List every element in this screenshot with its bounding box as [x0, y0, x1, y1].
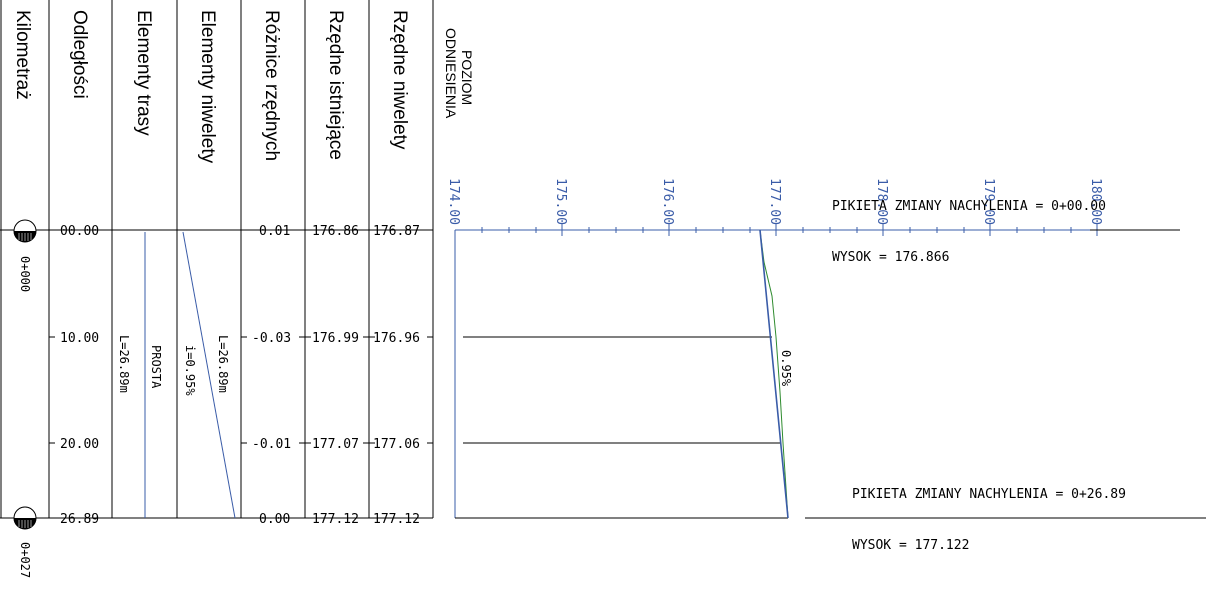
roznice-1: -0.03: [252, 331, 291, 346]
odl-2: 20.00: [60, 437, 99, 452]
table-headers: Kilometraż Odległości Elementy trasy Ele…: [12, 10, 410, 164]
annotation-bottom-title: PIKIETA ZMIANY NACHYLENIA = 0+26.89: [852, 487, 1126, 502]
odl-0: 00.00: [60, 224, 99, 239]
existing-terrain-line: [759, 229, 789, 519]
istn-0: 176.86: [312, 224, 359, 239]
niwelety-length: L=26.89m: [216, 335, 230, 393]
station-lines: [455, 336, 788, 519]
km-label-27: 0+027: [18, 542, 32, 578]
km-marker-0: 0+000: [13, 219, 37, 292]
scale-labels: 174.00 175.00 176.00 177.00 178.00 179.0…: [446, 178, 1103, 225]
col-roznice: 0.01 -0.03 -0.01 0.00: [252, 224, 291, 527]
slope-label: 0.95%: [779, 350, 793, 387]
header-odleglosci: Odległości: [69, 10, 90, 99]
niw-1: 176.96: [373, 331, 420, 346]
roznice-2: -0.01: [252, 437, 291, 452]
istn-1: 176.99: [312, 331, 359, 346]
scale-177: 177.00: [767, 178, 782, 225]
roznice-3: 0.00: [259, 512, 290, 527]
niw-2: 177.06: [373, 437, 420, 452]
km-marker-27: 0+027: [13, 506, 37, 578]
scale-175: 175.00: [553, 178, 568, 225]
col-istniejace: 176.86 176.99 177.07 177.12: [312, 224, 359, 527]
annotation-top-height: WYSOK = 176.866: [832, 250, 949, 265]
istn-2: 177.07: [312, 437, 359, 452]
scale-179: 179.00: [981, 178, 996, 225]
header-kilometraz: Kilometraż: [12, 10, 33, 100]
annotation-top: PIKIETA ZMIANY NACHYLENIA = 0+00.00 WYSO…: [832, 199, 1106, 265]
roznice-0: 0.01: [259, 224, 290, 239]
col-niwelety: 176.87 176.96 177.06 177.12: [373, 224, 420, 527]
annotation-top-title: PIKIETA ZMIANY NACHYLENIA = 0+00.00: [832, 199, 1106, 214]
design-grade-line: [759, 229, 789, 519]
scale-178: 178.00: [874, 178, 889, 225]
scale-174: 174.00: [446, 178, 461, 225]
col-elementy-niwelety: i=0.95% L=26.89m: [182, 231, 236, 519]
header-rzedne-istniejace: Rzędne istniejące: [325, 10, 346, 160]
col-odleglosci: 00.00 10.00 20.00 26.89: [60, 224, 99, 527]
row-ticks: [49, 336, 433, 519]
header-elementy-niwelety: Elementy niwelety: [197, 10, 218, 164]
niw-3: 177.12: [373, 512, 420, 527]
scale-176: 176.00: [660, 178, 675, 225]
odl-3: 26.89: [60, 512, 99, 527]
km-label-0: 0+000: [18, 256, 32, 292]
odl-1: 10.00: [60, 331, 99, 346]
poziom-label-1: POZIOM: [459, 50, 475, 105]
poziom-label-2: ODNIESIENIA: [443, 28, 459, 119]
header-rzedne-niwelety: Rzędne niwelety: [389, 10, 410, 150]
niwelety-slope: i=0.95%: [183, 345, 197, 396]
reference-axis: [454, 224, 1098, 518]
table-frame: [0, 0, 434, 519]
annotation-bottom-height: WYSOK = 177.122: [852, 538, 969, 553]
niw-0: 176.87: [373, 224, 420, 239]
trasy-type: PROSTA: [149, 345, 163, 389]
annotation-bottom: PIKIETA ZMIANY NACHYLENIA = 0+26.89 WYSO…: [805, 487, 1206, 553]
istn-3: 177.12: [312, 512, 359, 527]
header-elementy-trasy: Elementy trasy: [133, 10, 154, 136]
trasy-length: L=26.89m: [117, 335, 131, 393]
header-roznice-rzednych: Różnice rzędnych: [261, 10, 282, 161]
scale-180: 180.00: [1088, 178, 1103, 225]
col-elementy-trasy: L=26.89m PROSTA: [117, 232, 163, 518]
